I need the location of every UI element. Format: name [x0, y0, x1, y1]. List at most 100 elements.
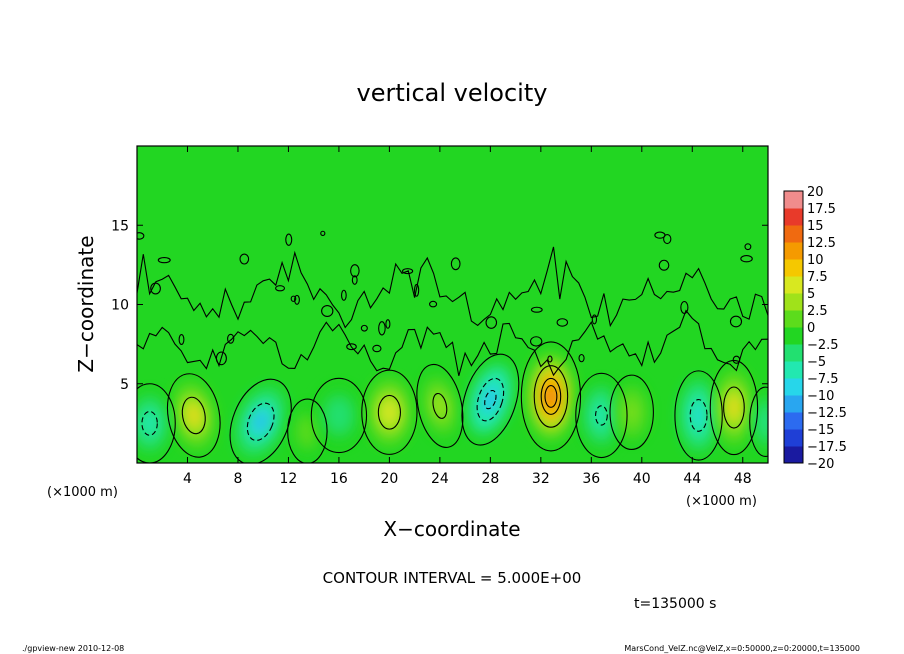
- contour-line: [137, 309, 768, 377]
- contour-line: [520, 341, 582, 452]
- contour-line: [674, 370, 723, 461]
- contour-line: [658, 259, 670, 271]
- contour-line: [378, 321, 386, 336]
- colorbar-swatch: [784, 293, 803, 311]
- colorbar-swatch: [784, 429, 803, 447]
- contour-line: [723, 386, 745, 429]
- contour-line: [377, 394, 401, 430]
- plot-field: [137, 146, 768, 463]
- x-tick-label: 24: [431, 471, 449, 487]
- cell-band: [304, 426, 311, 437]
- y-ticks: 5 10 15: [111, 218, 768, 393]
- contour-line: [413, 283, 420, 297]
- y-tick-label: 15: [111, 218, 129, 234]
- colorbar-swatches: [784, 191, 803, 464]
- colorbar-label: 15: [807, 219, 824, 234]
- x-tick-label: 12: [280, 471, 298, 487]
- contour-line: [361, 369, 418, 455]
- x-tick-label: 8: [233, 471, 242, 487]
- contour-line: [346, 343, 357, 351]
- colorbar-swatch: [784, 191, 803, 209]
- colorbar-labels: 20 17.5 15 12.5 10 7.5 5 2.5 0 −2.5 −5 −7.5 −10 −12.5…: [807, 185, 847, 472]
- colorbar-label: −12.5: [807, 406, 847, 421]
- colorbar-swatch: [784, 225, 803, 243]
- contour-line: [744, 243, 752, 251]
- contour-line: [663, 233, 672, 245]
- contour-line: [689, 399, 708, 432]
- x-axis-label: X−coordinate: [383, 517, 520, 541]
- velocity-cell: [421, 372, 459, 440]
- contour-line: [544, 384, 558, 408]
- contour-line: [401, 268, 414, 275]
- y-tick-label: 10: [111, 298, 129, 314]
- contour-line: [321, 304, 334, 318]
- cell-band: [485, 392, 495, 407]
- contour-line: [290, 295, 297, 302]
- colorbar-swatch: [784, 378, 803, 396]
- contour-line: [137, 232, 145, 240]
- contour-line: [351, 275, 358, 285]
- x-tick-label: 28: [481, 471, 499, 487]
- contour-line: [294, 294, 300, 305]
- contour-lines: [137, 230, 768, 463]
- colorbar-label: −17.5: [807, 440, 847, 455]
- cell-band: [384, 405, 394, 420]
- colorbar-label: 17.5: [807, 202, 836, 217]
- colorbar-label: 0: [807, 321, 815, 336]
- cell-band: [145, 417, 154, 430]
- contour-line: [350, 264, 360, 278]
- contour-line: [310, 377, 368, 454]
- cell-band: [546, 387, 556, 406]
- colorbar-swatch: [784, 259, 803, 277]
- cell-band: [694, 408, 703, 423]
- contour-line: [547, 355, 553, 363]
- cell-band: [255, 414, 266, 429]
- contour-line: [429, 300, 438, 308]
- x-tick-label: 20: [380, 471, 398, 487]
- contour-line: [166, 373, 221, 458]
- cell-band: [628, 406, 636, 419]
- time-label: t=135000 s: [634, 596, 716, 612]
- contour-line: [432, 392, 448, 419]
- contour-line: [556, 318, 569, 327]
- contour-line: [215, 351, 227, 366]
- contour-line: [416, 363, 464, 448]
- colorbar-label: 12.5: [807, 236, 836, 251]
- contour-line: [732, 355, 741, 364]
- x-tick-label: 40: [633, 471, 651, 487]
- colorbar-swatch: [784, 276, 803, 294]
- colorbar-label: 2.5: [807, 304, 828, 319]
- colorbar-swatch: [784, 208, 803, 226]
- cell-band: [436, 399, 444, 413]
- contour-line: [484, 389, 497, 410]
- velocity-cell: [291, 405, 324, 458]
- contour-line: [575, 372, 628, 459]
- x-tick-label: 44: [683, 471, 701, 487]
- contour-line: [341, 289, 347, 301]
- contour-line: [150, 282, 161, 295]
- contour-line: [181, 396, 206, 435]
- contour-line: [372, 344, 382, 353]
- velocity-cell: [316, 385, 362, 446]
- contour-line: [533, 365, 569, 428]
- x-tick-label: 36: [582, 471, 600, 487]
- contour-line: [476, 377, 505, 422]
- cell-band: [189, 408, 198, 423]
- x-unit-label-right: (×1000 m): [686, 494, 757, 509]
- colorbar-swatch: [784, 412, 803, 430]
- contour-interval: CONTOUR INTERVAL = 5.000E+00: [323, 569, 582, 587]
- colorbar-swatch: [784, 242, 803, 260]
- contour-line: [320, 230, 326, 237]
- contour-line: [530, 306, 543, 313]
- colorbar-label: 10: [807, 253, 824, 268]
- contour-line: [709, 359, 759, 456]
- colorbar-label: 20: [807, 185, 824, 200]
- contour-line: [595, 405, 608, 426]
- colorbar-label: −7.5: [807, 372, 839, 387]
- x-tick-label: 32: [532, 471, 550, 487]
- colorbar-swatch: [784, 361, 803, 379]
- colorbar-frame: [783, 190, 804, 464]
- colorbar-label: −15: [807, 423, 834, 438]
- contour-line: [740, 255, 753, 263]
